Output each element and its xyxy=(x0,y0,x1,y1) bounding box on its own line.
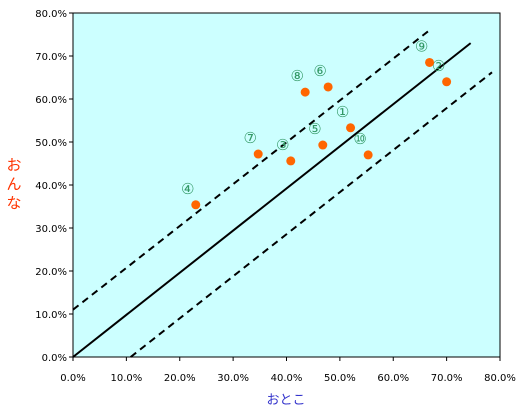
x-axis-ticks: 0.0% 10.0% 20.0% 30.0% 40.0% 50.0% 60.0% 70.0% 8… xyxy=(60,357,516,384)
data-point-7 xyxy=(253,149,263,159)
data-point-10 xyxy=(363,150,373,160)
dashed-bound-line-1 xyxy=(72,28,432,311)
data-point-3 xyxy=(286,156,296,166)
diagonal-line xyxy=(72,42,472,358)
points-layer: ① ② ③ ④ ⑤ ⑥ ⑦ ⑧ ⑨ ⑩ xyxy=(181,37,452,210)
y-axis-label: お ん な xyxy=(6,156,21,212)
x-tick-label: 70.0% xyxy=(431,373,463,384)
y-tick-label: 10.0% xyxy=(35,310,67,321)
x-tick-label: 10.0% xyxy=(110,373,142,384)
data-point-4 xyxy=(191,200,201,210)
x-tick-label: 60.0% xyxy=(377,373,409,384)
y-tick-label: 20.0% xyxy=(35,267,67,278)
data-point-label-3: ③ xyxy=(276,136,289,154)
data-point-label-4: ④ xyxy=(181,180,194,198)
y-tick-label: 50.0% xyxy=(35,138,67,149)
y-tick-label: 30.0% xyxy=(35,224,67,235)
data-point-9 xyxy=(425,57,435,67)
data-point-1 xyxy=(346,123,356,133)
x-tick-label: 50.0% xyxy=(324,373,356,384)
data-point-label-10: ⑩ xyxy=(353,130,366,148)
y-tick-label: 80.0% xyxy=(35,9,67,20)
data-point-label-6: ⑥ xyxy=(313,62,326,80)
svg-text:な: な xyxy=(6,194,21,212)
data-point-label-7: ⑦ xyxy=(243,129,256,147)
data-point-label-1: ① xyxy=(336,103,349,121)
data-point-8 xyxy=(300,87,310,97)
y-axis-ticks: 0.0% 10.0% 20.0% 30.0% 40.0% 50.0% 60.0% 70.0% 8… xyxy=(35,9,73,364)
data-point-label-2: ② xyxy=(432,57,445,75)
x-axis-label: おとこ xyxy=(266,393,305,408)
data-point-6 xyxy=(323,82,333,92)
svg-text:ん: ん xyxy=(6,175,21,193)
data-point-label-8: ⑧ xyxy=(290,67,303,85)
x-tick-label: 40.0% xyxy=(271,373,303,384)
y-tick-label: 60.0% xyxy=(35,95,67,106)
x-tick-label: 20.0% xyxy=(164,373,196,384)
lines-layer xyxy=(72,28,493,358)
data-point-2 xyxy=(442,77,452,87)
y-tick-label: 0.0% xyxy=(42,353,67,364)
x-tick-label: 30.0% xyxy=(217,373,249,384)
data-point-5 xyxy=(318,140,328,150)
x-tick-label: 0.0% xyxy=(60,373,85,384)
data-point-label-9: ⑨ xyxy=(415,37,428,55)
y-tick-label: 40.0% xyxy=(35,181,67,192)
svg-text:お: お xyxy=(6,156,21,174)
data-point-label-5: ⑤ xyxy=(308,120,321,138)
x-tick-label: 80.0% xyxy=(484,373,516,384)
y-tick-label: 70.0% xyxy=(35,52,67,63)
dashed-bound-line-2 xyxy=(130,71,493,358)
